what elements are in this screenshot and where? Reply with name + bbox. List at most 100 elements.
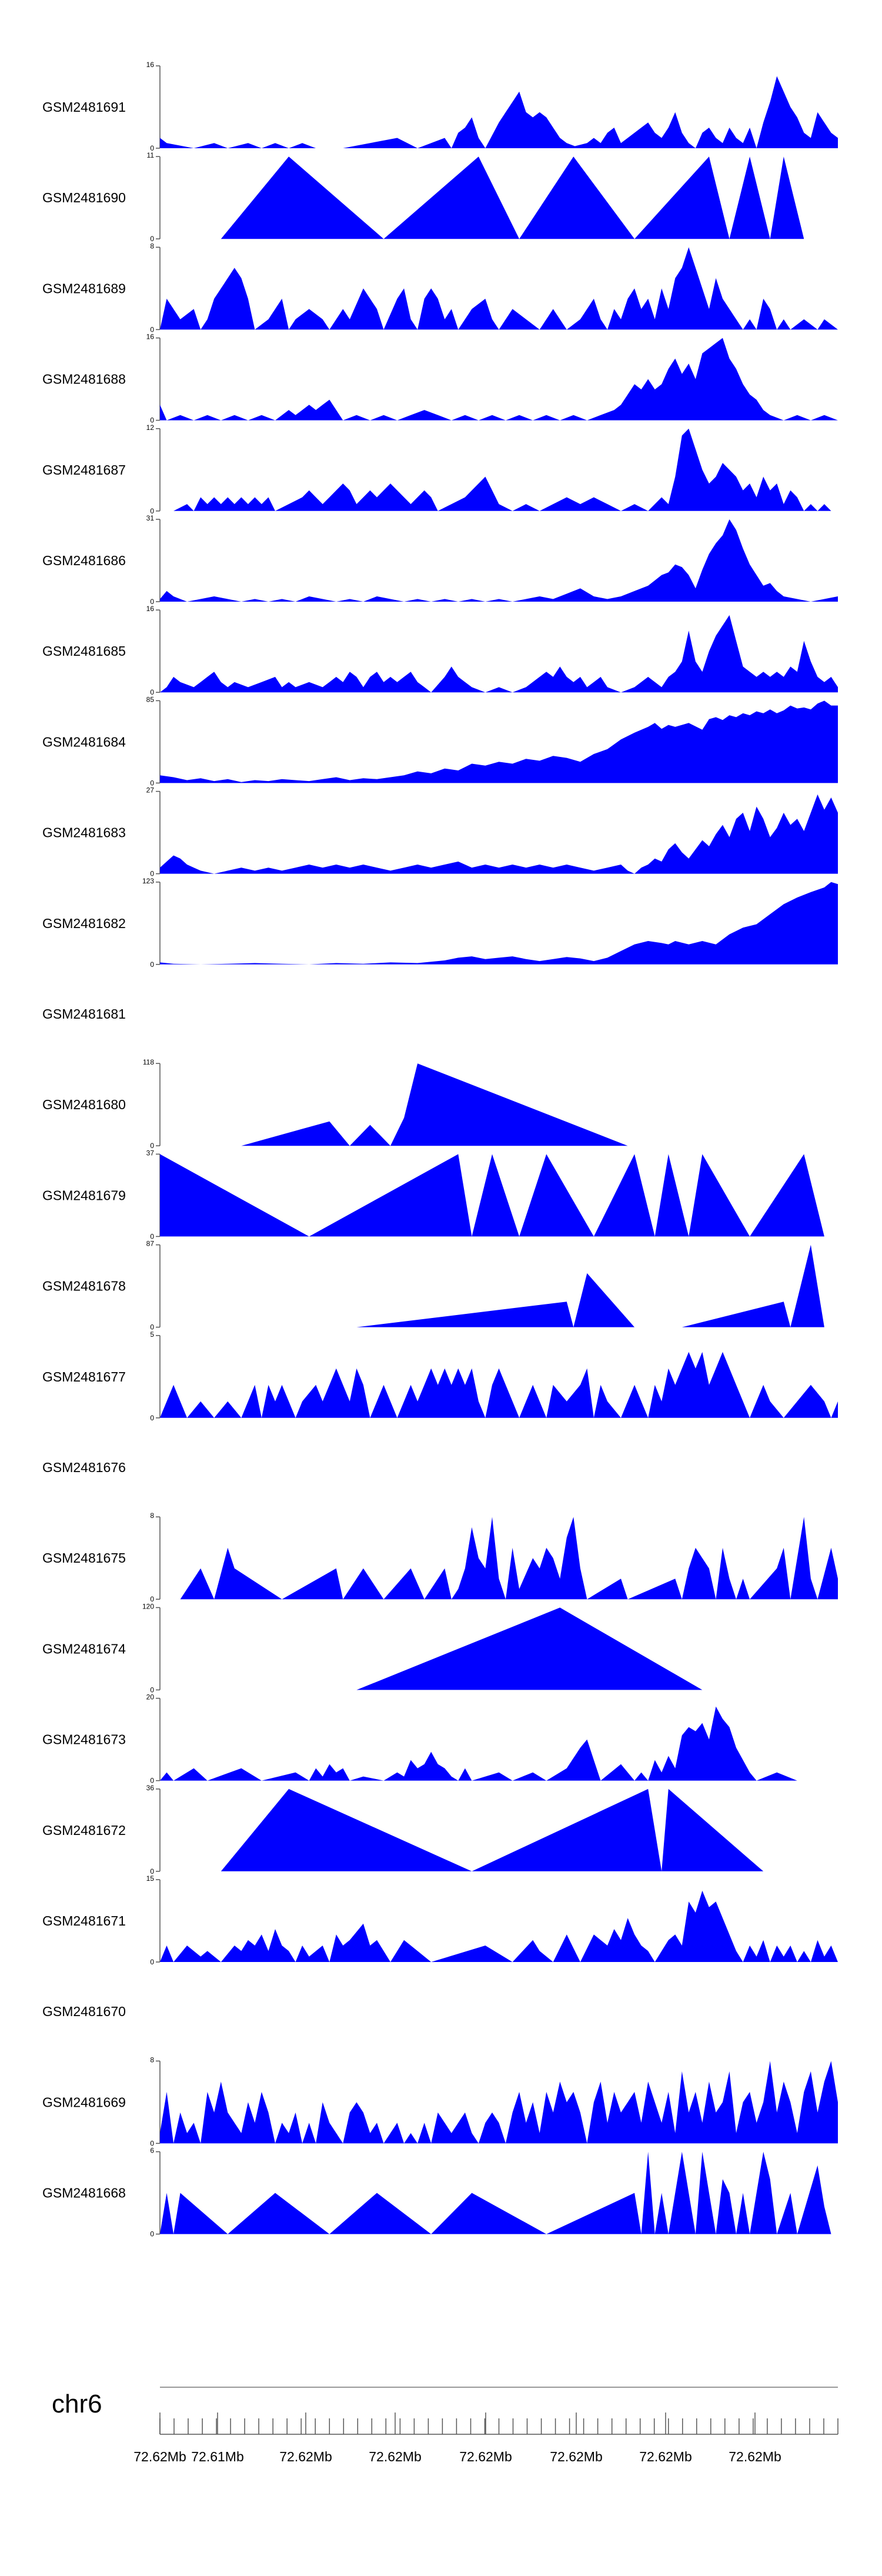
y-max-label: 27 [146,786,155,795]
y-max-label: 6 [150,2147,154,2155]
track-GSM2481690: GSM2481690 11 0 [42,151,804,243]
track-label: GSM2481676 [42,1460,126,1475]
track-label: GSM2481670 [42,2004,126,2019]
y-max-label: 123 [142,877,154,885]
track-label: GSM2481672 [42,1823,126,1838]
track-GSM2481681: GSM2481681 [42,1006,126,1022]
y-max-label: 8 [150,242,154,250]
y-min-label: 0 [150,2139,154,2147]
coverage-tracks: GSM2481691160GSM2481690110GSM248168980GS… [42,61,838,2238]
coverage-area [356,1244,824,1327]
y-min-label: 0 [150,870,154,878]
y-min-label: 0 [150,1777,154,1785]
track-GSM2481689: GSM2481689 8 0 [42,242,838,333]
y-max-label: 15 [146,1874,155,1883]
coverage-area [160,1154,824,1237]
track-GSM2481683: GSM2481683 27 0 [42,786,838,878]
y-min-label: 0 [150,2230,154,2238]
track-GSM2481675: GSM2481675 8 0 [42,1511,838,1603]
coverage-area [160,1352,838,1418]
coverage-area [160,1706,818,1781]
track-GSM2481682: GSM2481682 123 0 [42,877,838,969]
y-min-label: 0 [150,688,154,696]
genome-axis-tick-label: 72.62Mb [369,2449,422,2464]
genome-axis-tick-label: 72.62Mb [459,2449,512,2464]
track-label: GSM2481674 [42,1641,126,1656]
y-max-label: 8 [150,1511,154,1520]
coverage-area [356,1607,703,1690]
coverage-area [160,882,838,965]
y-min-label: 0 [150,235,154,243]
y-min-label: 0 [150,144,154,152]
track-label: GSM2481691 [42,99,126,115]
coverage-area [173,428,831,511]
track-label: GSM2481680 [42,1097,126,1112]
y-min-label: 0 [150,598,154,606]
track-GSM2481687: GSM2481687 12 0 [42,423,831,515]
coverage-area [160,519,838,602]
genome-axis-tick-label: 72.62Mb [279,2449,332,2464]
y-max-label: 37 [146,1149,155,1157]
coverage-area [160,2151,831,2234]
y-min-label: 0 [150,779,154,787]
track-GSM2481673: GSM2481673 20 0 [42,1693,818,1785]
track-label: GSM2481669 [42,2094,126,2110]
track-GSM2481674: GSM2481674 120 0 [42,1602,703,1694]
coverage-area [220,1788,764,1871]
coverage-area [220,156,804,239]
track-GSM2481678: GSM2481678 87 0 [42,1240,824,1332]
y-max-label: 36 [146,1784,155,1792]
track-label: GSM2481687 [42,462,126,478]
track-label: GSM2481677 [42,1369,126,1384]
coverage-area [160,794,838,874]
track-GSM2481672: GSM2481672 36 0 [42,1784,764,1876]
coverage-area [180,1517,838,1600]
coverage-area [160,1890,838,1962]
track-label: GSM2481675 [42,1550,126,1566]
y-min-label: 0 [150,1686,154,1694]
coverage-area [160,700,838,783]
coverage-area [160,76,838,148]
y-max-label: 8 [150,2056,154,2064]
track-GSM2481671: GSM2481671 15 0 [42,1874,838,1966]
genome-axis-tick-label: 72.62Mb [550,2449,603,2464]
y-min-label: 0 [150,507,154,515]
track-label: GSM2481685 [42,643,126,659]
y-max-label: 16 [146,605,155,613]
chromosome-label: chr6 [52,2390,102,2418]
genome-axis-tick-label: 72.62Mb [729,2449,781,2464]
track-GSM2481670: GSM2481670 [42,2004,126,2019]
genome-axis-tick-label: 72.62Mb [639,2449,692,2464]
y-min-label: 0 [150,416,154,425]
track-GSM2481668: GSM2481668 6 0 [42,2147,831,2238]
track-GSM2481677: GSM2481677 5 0 [42,1330,838,1422]
track-GSM2481684: GSM2481684 85 0 [42,695,838,787]
track-label: GSM2481673 [42,1732,126,1747]
track-label: GSM2481668 [42,2185,126,2201]
y-max-label: 5 [150,1330,154,1339]
y-max-label: 31 [146,514,155,522]
y-max-label: 120 [142,1602,154,1610]
track-label: GSM2481678 [42,1279,126,1294]
y-min-label: 0 [150,1414,154,1422]
y-min-label: 0 [150,960,154,969]
coverage-area [160,338,838,421]
track-label: GSM2481690 [42,190,126,205]
coverage-area [160,615,838,693]
track-label: GSM2481686 [42,553,126,568]
track-label: GSM2481688 [42,372,126,387]
y-min-label: 0 [150,325,154,333]
track-label: GSM2481682 [42,916,126,931]
track-GSM2481691: GSM2481691 16 0 [42,61,838,152]
genome-axis: chr6 72.61Mb 72.62Mb 72.62Mb 72.62Mb 72.62Mb 7… [52,2387,838,2464]
track-GSM2481686: GSM2481686 31 0 [42,514,838,606]
track-GSM2481669: GSM2481669 8 0 [42,2056,838,2147]
y-min-label: 0 [150,1867,154,1876]
y-max-label: 12 [146,423,155,432]
coverage-area [160,2061,838,2144]
y-max-label: 85 [146,695,155,703]
y-min-label: 0 [150,1958,154,1966]
track-label: GSM2481681 [42,1006,126,1022]
y-min-label: 0 [150,1323,154,1332]
